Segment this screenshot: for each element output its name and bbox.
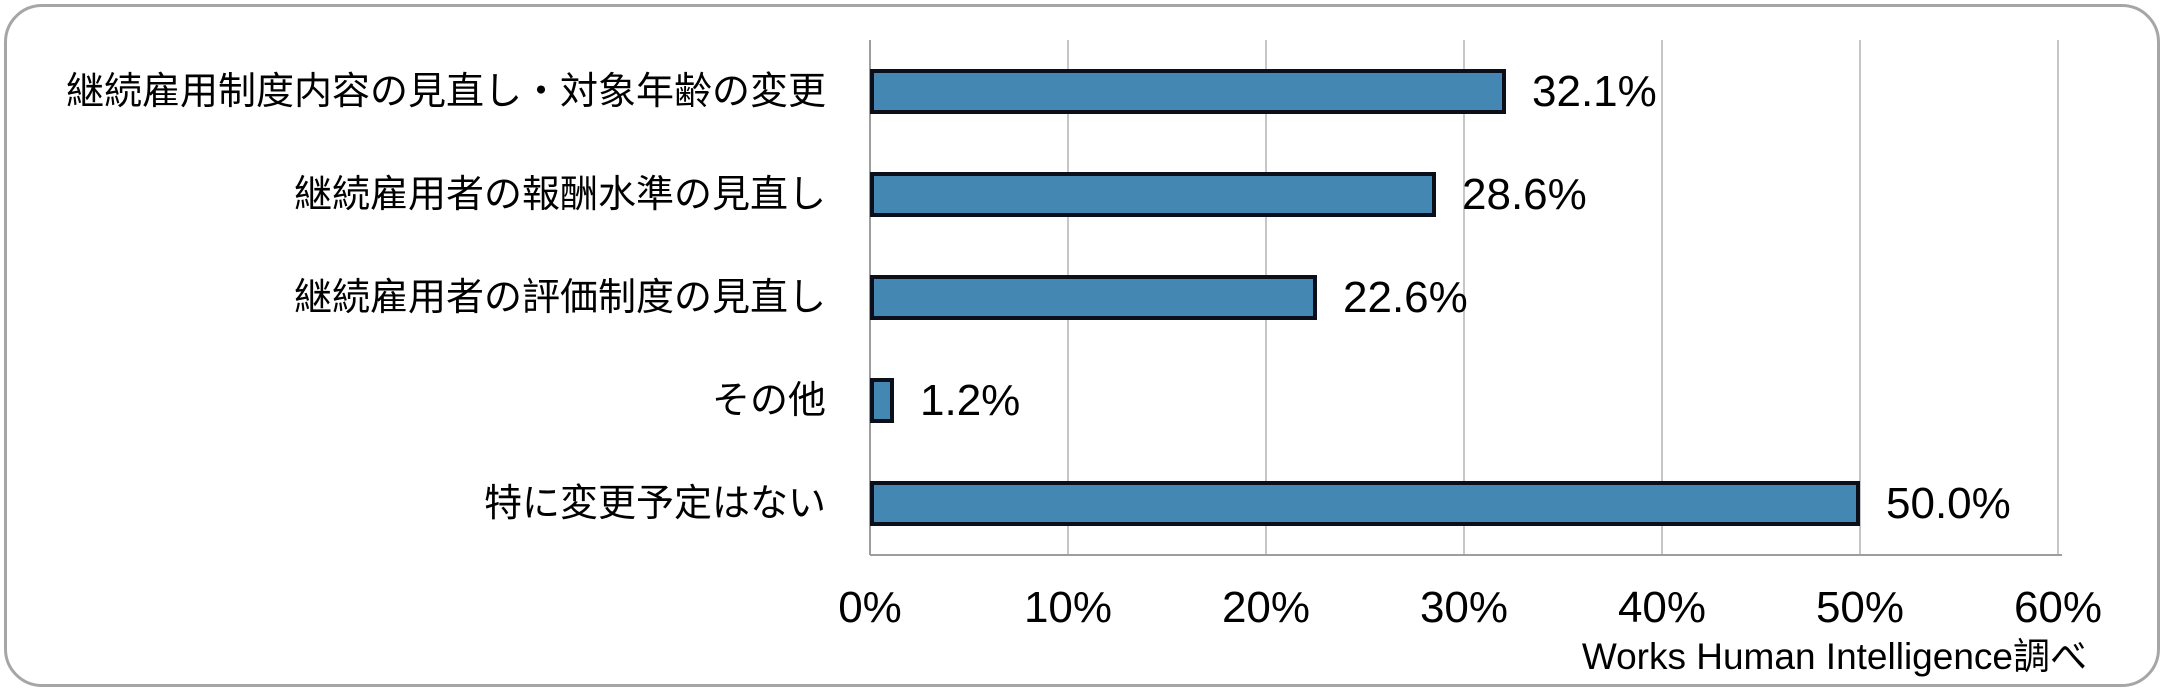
- gridline-50: [1859, 40, 1861, 555]
- x-tick-label: 50%: [1815, 583, 1905, 632]
- category-label: 特に変更予定はない: [483, 482, 826, 525]
- x-tick-label: 30%: [1419, 583, 1509, 632]
- category-label: 継続雇用制度内容の見直し・対象年齢の変更: [65, 70, 826, 113]
- gridline-40: [1661, 40, 1663, 555]
- bar-3: [870, 274, 1317, 320]
- category-label: その他: [711, 379, 826, 422]
- bar-1: [870, 68, 1506, 114]
- gridline-30: [1463, 40, 1465, 555]
- value-label: 32.1%: [1532, 66, 1657, 116]
- x-tick-label: 40%: [1617, 583, 1707, 632]
- value-label: 50.0%: [1886, 478, 2011, 528]
- value-label: 22.6%: [1343, 272, 1468, 322]
- value-label: 1.2%: [920, 375, 1021, 425]
- x-tick-label: 60%: [2013, 583, 2103, 632]
- x-tick-label: 20%: [1221, 583, 1311, 632]
- x-axis-line: [870, 554, 2062, 556]
- x-tick-label: 0%: [838, 583, 902, 632]
- bar-5: [870, 480, 1860, 526]
- chart-border-frame: [4, 4, 2160, 687]
- category-label: 継続雇用者の評価制度の見直し: [293, 276, 826, 319]
- source-note: Works Human Intelligence調べ: [1581, 636, 2087, 677]
- value-label: 28.6%: [1462, 169, 1587, 219]
- bar-4: [870, 377, 894, 423]
- x-tick-label: 10%: [1023, 583, 1113, 632]
- bar-2: [870, 171, 1436, 217]
- gridline-60: [2057, 40, 2059, 555]
- category-label: 継続雇用者の報酬水準の見直し: [293, 173, 826, 216]
